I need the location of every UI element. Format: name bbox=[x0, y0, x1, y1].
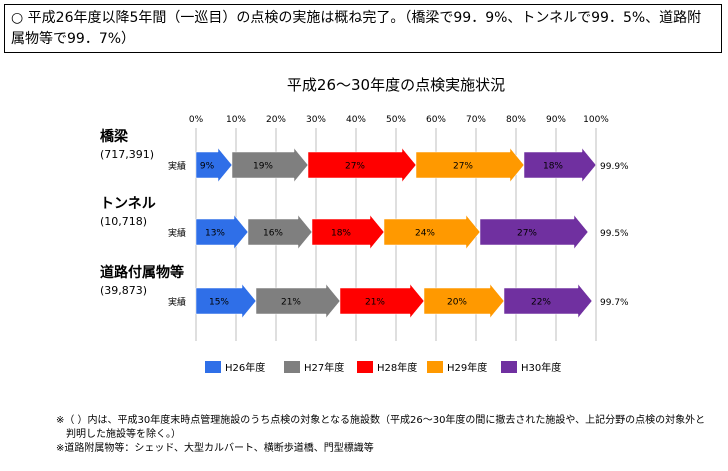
row-total-label: 99.5% bbox=[600, 229, 629, 239]
legend-swatch bbox=[205, 361, 221, 373]
x-tick-label: 90% bbox=[546, 115, 566, 125]
x-tick-label: 10% bbox=[226, 115, 246, 125]
x-tick-label: 0% bbox=[189, 115, 204, 125]
bar-segment bbox=[195, 147, 233, 183]
bar-value-label: 13% bbox=[205, 229, 225, 239]
category-count: (717,391) bbox=[100, 148, 154, 161]
row-label: 実績 bbox=[168, 227, 186, 239]
bar-value-label: 19% bbox=[253, 162, 273, 172]
legend-label: H29年度 bbox=[447, 361, 487, 374]
bar-segment bbox=[195, 214, 249, 250]
summary-box: ○ 平成26年度以降5年間（一巡目）の点検の実施は概ね完了。（橋梁で99．9%、… bbox=[4, 4, 722, 53]
bar-value-label: 27% bbox=[453, 162, 473, 172]
summary-text: 平成26年度以降5年間（一巡目）の点検の実施は概ね完了。（橋梁で99．9%、トン… bbox=[11, 10, 702, 47]
bar-value-label: 22% bbox=[531, 298, 551, 308]
circle-marker-icon: ○ bbox=[11, 10, 24, 26]
bar-value-label: 20% bbox=[447, 298, 467, 308]
bar-value-label: 21% bbox=[365, 298, 385, 308]
x-tick-label: 70% bbox=[466, 115, 486, 125]
x-tick-label: 40% bbox=[346, 115, 366, 125]
bar-value-label: 9% bbox=[200, 162, 215, 172]
legend-swatch bbox=[501, 361, 517, 373]
bar-segment bbox=[311, 214, 385, 250]
x-tick-label: 100% bbox=[583, 115, 609, 125]
x-tick-label: 80% bbox=[506, 115, 526, 125]
legend-swatch bbox=[284, 361, 300, 373]
row-label: 実績 bbox=[168, 296, 186, 308]
legend-label: H30年度 bbox=[521, 361, 561, 374]
bar-value-label: 21% bbox=[281, 298, 301, 308]
bar-segment bbox=[231, 147, 309, 183]
bar-value-label: 18% bbox=[331, 229, 351, 239]
chart-title: 平成26～30年度の点検実施状況 bbox=[287, 76, 505, 94]
row-label: 実績 bbox=[168, 160, 186, 172]
x-tick-label: 50% bbox=[386, 115, 406, 125]
category-count: (10,718) bbox=[100, 215, 147, 228]
bar-segment bbox=[503, 283, 593, 319]
category-name: トンネル bbox=[100, 196, 156, 212]
x-tick-label: 30% bbox=[306, 115, 326, 125]
footnotes: ※（ ）内は、平成30年度末時点管理施設のうち点検の対象となる施設数（平成26～… bbox=[56, 414, 720, 456]
legend-label: H27年度 bbox=[304, 361, 344, 374]
category-name: 橋梁 bbox=[100, 128, 129, 145]
legend-swatch bbox=[357, 361, 373, 373]
footnote-1-continued: 判明した施設等を除く。） bbox=[56, 429, 181, 440]
x-tick-label: 20% bbox=[266, 115, 286, 125]
bar-value-label: 18% bbox=[543, 162, 563, 172]
bar-segment bbox=[415, 147, 525, 183]
legend-label: H28年度 bbox=[377, 361, 417, 374]
bar-segment bbox=[339, 283, 425, 319]
category-name: 道路付属物等 bbox=[100, 264, 184, 281]
bar-value-label: 27% bbox=[517, 229, 537, 239]
bar-segment bbox=[523, 147, 597, 183]
bar-segment bbox=[255, 283, 341, 319]
bar-value-label: 27% bbox=[345, 162, 365, 172]
footnote-1: ※（ ）内は、平成30年度末時点管理施設のうち点検の対象となる施設数（平成26～… bbox=[56, 415, 706, 426]
bar-value-label: 24% bbox=[415, 229, 435, 239]
footnote-2: ※道路附属物等：シェッド、大型カルバート、横断歩道橋、門型標識等 bbox=[56, 443, 374, 454]
row-total-label: 99.9% bbox=[600, 162, 629, 172]
bar-segment bbox=[307, 147, 417, 183]
legend-label: H26年度 bbox=[225, 361, 265, 374]
bar-segment bbox=[479, 214, 589, 250]
bar-segment bbox=[423, 283, 505, 319]
category-count: (39,873) bbox=[100, 284, 147, 297]
bar-value-label: 16% bbox=[263, 229, 283, 239]
bar-segment bbox=[195, 283, 257, 319]
inspection-chart: 平成26～30年度の点検実施状況 0% 10% 20% 30% 40% 50% 60% 70% 8… bbox=[100, 76, 629, 374]
bar-value-label: 15% bbox=[209, 298, 229, 308]
bar-segment bbox=[247, 214, 313, 250]
x-tick-label: 60% bbox=[426, 115, 446, 125]
bar-segment bbox=[383, 214, 481, 250]
row-total-label: 99.7% bbox=[600, 298, 629, 308]
legend-swatch bbox=[427, 361, 443, 373]
